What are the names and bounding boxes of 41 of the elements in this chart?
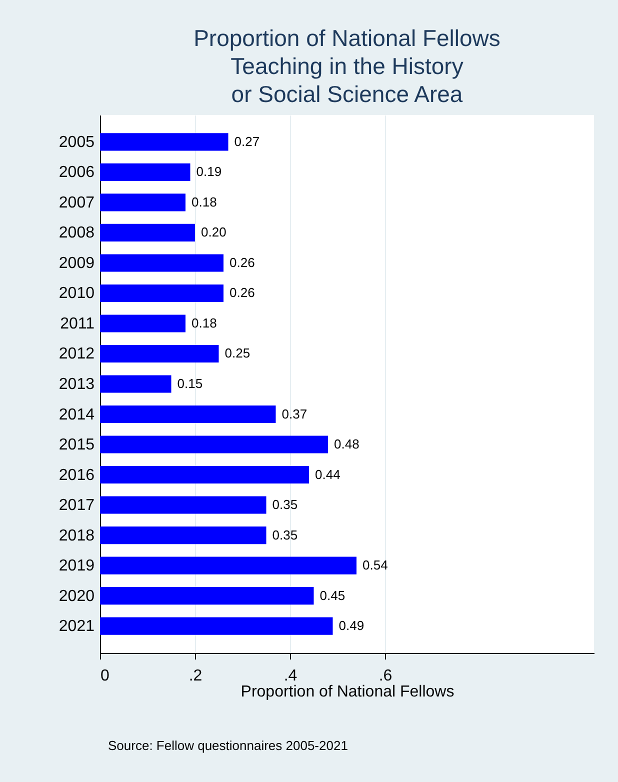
y-tick-label: 2014 [58,406,95,424]
y-tick-label: 2010 [58,285,95,302]
data-label: 0.15 [177,376,203,391]
data-label: 0.20 [201,224,226,240]
y-tick-label: 2018 [58,527,95,544]
y-tick-label: 2006 [58,164,95,182]
x-tick-label: .4 [284,668,298,684]
data-label: 0.54 [362,558,388,573]
y-tick-label: 2020 [58,588,95,605]
data-label: 0.44 [315,466,340,482]
data-label: 0.35 [272,497,298,512]
y-tick-label: 2011 [60,315,95,332]
y-tick-label: 2009 [58,254,95,272]
y-tick-label: 2013 [58,376,95,393]
y-tick-label: 2021 [58,618,95,636]
data-label: 0.18 [192,315,217,330]
x-axis-title: Proportion of National Fellows [240,684,454,700]
data-label: 0.35 [272,527,298,542]
y-tick-label: 2015 [58,436,95,454]
source-note: Source: Fellow questionnaires 2005-2021 [108,738,348,753]
y-tick-label: 2017 [58,497,95,514]
data-label: 0.27 [234,134,260,149]
y-tick-label: 2012 [58,346,95,363]
data-label: 0.26 [230,285,255,300]
x-tick-label: .2 [188,668,202,684]
data-label: 0.25 [224,346,250,361]
y-tick-label: 2019 [58,558,95,575]
chart-title: Proportion of National Fellows Teaching in the History or Social Science Area [194,25,500,107]
data-label: 0.48 [334,436,360,452]
data-label: 0.18 [192,194,217,210]
y-tick-label: 2007 [58,194,95,212]
y-tick-label: 2005 [58,134,95,151]
y-tick-label: 2016 [58,466,95,484]
x-tick-label: 0 [100,668,110,684]
data-label: 0.45 [320,588,346,603]
data-label: 0.49 [338,618,364,634]
data-label: 0.19 [196,164,222,180]
x-tick-label: .6 [378,668,392,684]
data-label: 0.37 [282,406,308,422]
y-tick-label: 2008 [58,224,95,242]
data-label: 0.26 [230,254,255,270]
